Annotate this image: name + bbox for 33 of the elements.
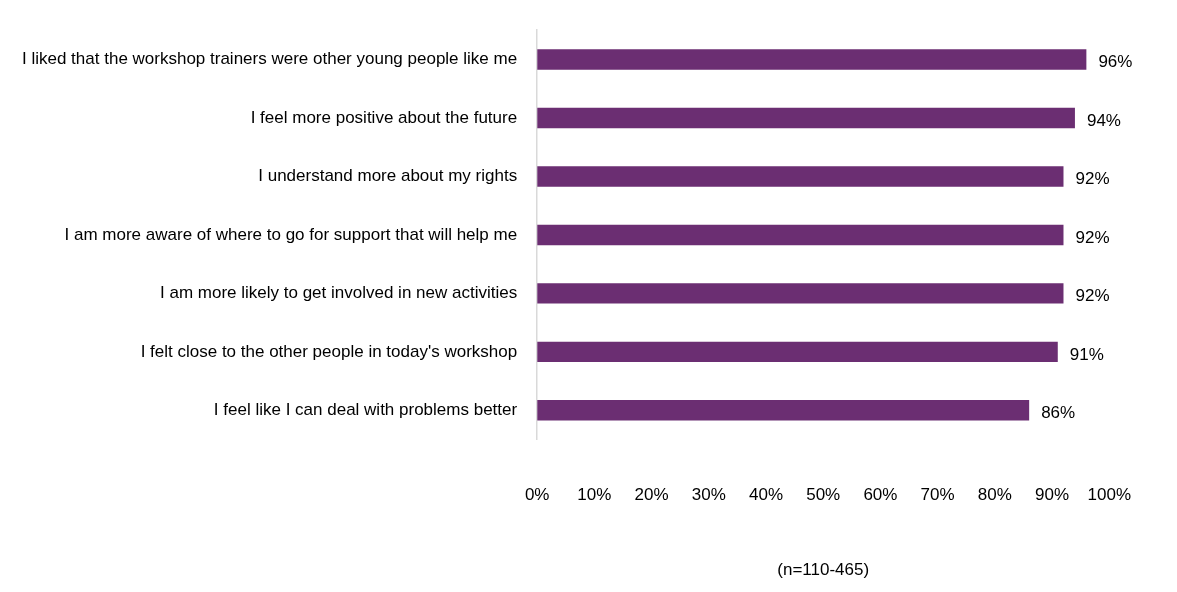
- y-tick-label: I felt close to the other people in today's workshop: [140, 341, 518, 361]
- x-tick-label: 80%: [977, 485, 1012, 505]
- bar: [537, 400, 1030, 421]
- bar: [537, 341, 1058, 363]
- x-tick-label: 70%: [920, 485, 955, 505]
- data-label: 92%: [1075, 227, 1110, 247]
- x-tick-label: 0%: [524, 485, 550, 505]
- x-tick-label: 40%: [748, 485, 784, 505]
- text: (n=110-465): [777, 559, 870, 579]
- data-label: 92%: [1075, 286, 1110, 306]
- y-tick-label: I feel like I can deal with problems better: [213, 400, 518, 420]
- bar: [537, 49, 1087, 70]
- y-tick-label: I am more likely to get involved in new activities: [160, 283, 518, 303]
- x-tick-label: 10%: [577, 485, 612, 505]
- data-label: 92%: [1075, 169, 1110, 189]
- x-tick-label: 30%: [691, 485, 726, 505]
- x-tick-label: 100%: [1087, 485, 1131, 505]
- y-tick-label: I understand more about my rights: [258, 166, 518, 186]
- x-tick-label: 20%: [634, 485, 669, 505]
- x-tick-label: 90%: [1035, 485, 1070, 505]
- bar: [537, 283, 1064, 304]
- y-tick-label: I liked that the workshop trainers were other young people like me: [21, 49, 518, 69]
- data-label: 91%: [1069, 344, 1104, 364]
- y-tick-label: I am more aware of where to go for support that will help me: [64, 224, 518, 244]
- bar: [537, 166, 1064, 187]
- bar: [537, 224, 1064, 246]
- x-tick-label: 60%: [863, 485, 898, 505]
- bar: [537, 107, 1075, 129]
- data-label: 94%: [1086, 110, 1121, 130]
- data-label: 96%: [1098, 52, 1133, 72]
- x-tick-label: 50%: [806, 485, 841, 505]
- data-label: 86%: [1041, 403, 1076, 423]
- y-tick-label: I feel more positive about the future: [250, 107, 518, 127]
